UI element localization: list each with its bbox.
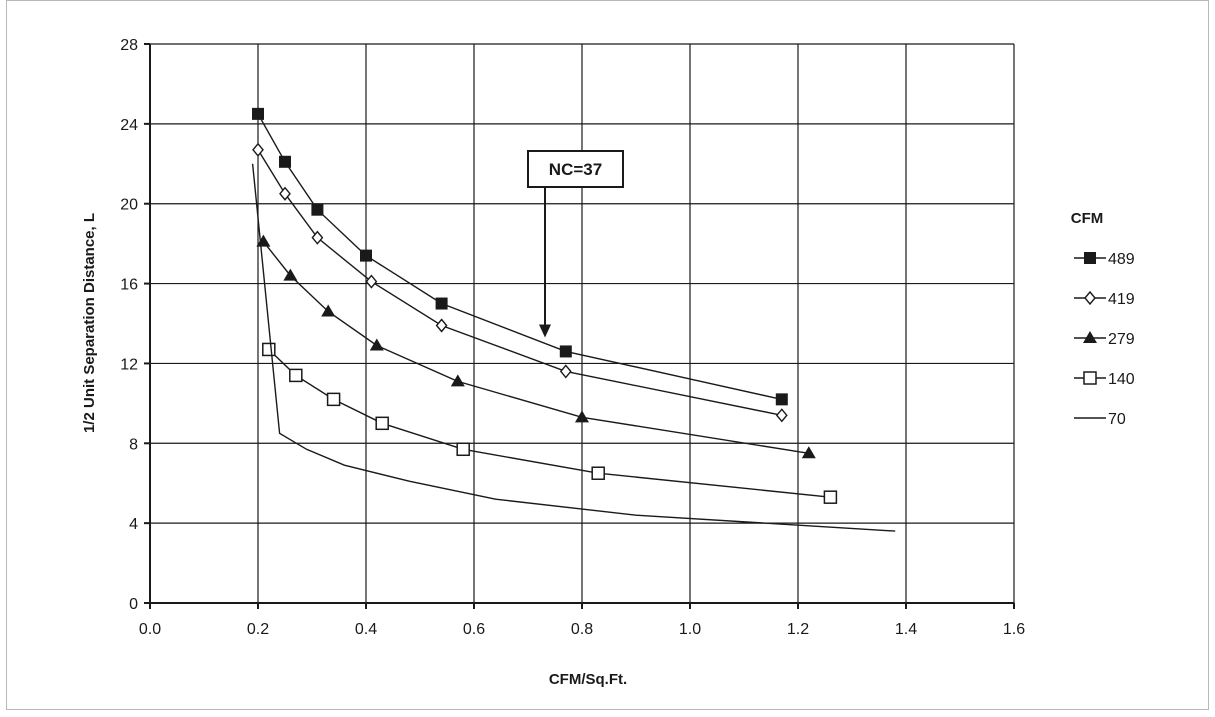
data-point-419 — [279, 186, 291, 201]
legend-marker-140 — [1083, 371, 1097, 385]
legend-marker-279 — [1083, 331, 1097, 343]
x-tick-label: 0.2 — [247, 621, 269, 638]
legend-label-279: 279 — [1108, 331, 1135, 348]
data-point-140 — [591, 466, 605, 480]
chart-frame: 0 4 8 12 16 20 24 28 0.0 0.2 0.4 0.6 0.8 1.0 1.2 1.4 1.6… — [6, 0, 1209, 710]
data-point-140 — [326, 392, 341, 407]
x-tick-label: 1.6 — [1003, 621, 1025, 638]
x-tick-label: 0.8 — [571, 621, 593, 638]
y-axis-title: 1/2 Unit Separation Distance, L — [81, 213, 98, 433]
y-tick-label: 12 — [120, 356, 138, 373]
data-point-489 — [279, 155, 291, 168]
y-tick-label: 0 — [129, 596, 138, 613]
x-tick-label: 1.2 — [787, 621, 809, 638]
legend-item-70: 70 — [1074, 411, 1126, 428]
y-tick-label: 20 — [120, 197, 138, 214]
x-tick-label: 1.0 — [679, 621, 701, 638]
legend-label-419: 419 — [1108, 291, 1135, 308]
legend-label-70: 70 — [1108, 411, 1126, 428]
series-line-419 — [257, 149, 782, 416]
grid — [150, 43, 1015, 603]
series-layer — [251, 107, 896, 532]
data-point-279 — [575, 410, 589, 423]
data-point-140 — [375, 416, 389, 431]
series-279 — [256, 234, 816, 459]
y-tick-label: 28 — [120, 37, 138, 54]
legend-label-140: 140 — [1108, 371, 1135, 388]
data-point-419 — [252, 142, 264, 157]
data-point-489 — [775, 393, 788, 406]
legend-item-140: 140 — [1074, 371, 1135, 388]
series-140 — [262, 342, 838, 504]
data-point-489 — [559, 345, 572, 358]
data-point-279 — [283, 268, 298, 281]
series-line-70 — [251, 163, 896, 532]
data-point-140 — [289, 368, 303, 383]
data-point-279 — [450, 374, 465, 387]
data-point-419 — [435, 318, 448, 333]
series-line-279 — [262, 241, 809, 454]
legend-title: CFM — [1071, 210, 1104, 227]
data-point-489 — [311, 203, 324, 216]
data-point-419 — [775, 408, 788, 423]
legend-item-279: 279 — [1074, 331, 1135, 348]
data-point-489 — [252, 107, 264, 120]
series-70 — [251, 163, 896, 532]
x-tick-label: 1.4 — [895, 621, 917, 638]
series-489 — [252, 107, 788, 406]
y-tick-label: 24 — [120, 117, 138, 134]
annotation: NC=37 — [527, 150, 624, 338]
data-point-489 — [360, 249, 372, 262]
annotation-arrow-head — [539, 324, 551, 338]
series-419 — [252, 142, 788, 423]
legend: CFM 489 419 279 140 70 — [1071, 210, 1135, 428]
legend-item-489: 489 — [1074, 251, 1135, 268]
data-point-140 — [456, 442, 470, 457]
data-point-279 — [801, 446, 816, 459]
legend-marker-489 — [1084, 252, 1096, 264]
x-tick-label: 0.4 — [355, 621, 377, 638]
series-line-489 — [257, 113, 782, 401]
data-point-489 — [435, 297, 448, 310]
legend-marker-419 — [1084, 290, 1096, 306]
y-tick-label: 8 — [129, 436, 138, 453]
data-point-279 — [369, 338, 384, 351]
data-point-279 — [321, 304, 336, 317]
legend-label-489: 489 — [1108, 251, 1135, 268]
y-tick-label: 16 — [120, 277, 138, 294]
annotation-text: NC=37 — [549, 160, 602, 179]
data-point-419 — [559, 364, 572, 379]
data-point-419 — [311, 230, 324, 245]
x-tick-label: 0.6 — [463, 621, 485, 638]
x-tick-label: 0.0 — [139, 621, 161, 638]
annotation-box — [527, 150, 624, 188]
chart-svg: 0 4 8 12 16 20 24 28 0.0 0.2 0.4 0.6 0.8 1.0 1.2 1.4 1.6… — [81, 37, 1135, 688]
data-point-140 — [823, 490, 838, 504]
series-line-140 — [268, 348, 831, 498]
y-tick-label: 4 — [129, 516, 138, 533]
data-point-419 — [365, 274, 378, 289]
legend-item-419: 419 — [1074, 290, 1135, 308]
axes: 0 4 8 12 16 20 24 28 0.0 0.2 0.4 0.6 0.8 1.0 1.2 1.4 1.6 — [120, 37, 1025, 638]
data-point-140 — [262, 342, 276, 357]
x-axis-title: CFM/Sq.Ft. — [549, 671, 627, 688]
